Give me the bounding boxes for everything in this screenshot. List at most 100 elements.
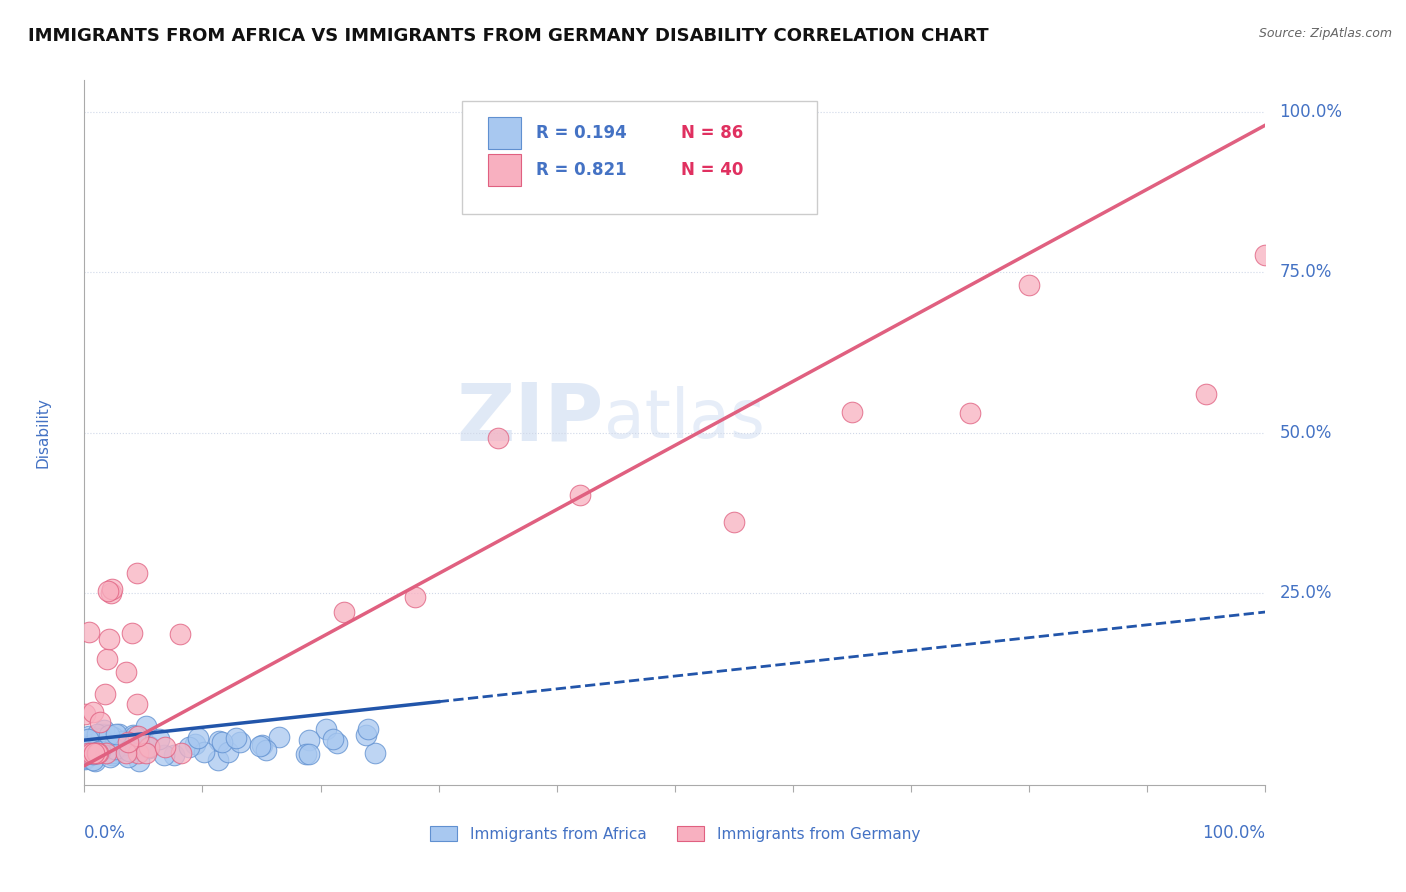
Point [100, 750, 122, 764]
Point [101, 747, 124, 762]
Point [83, 746, 105, 760]
Point [114, 665, 136, 679]
Point [404, 590, 426, 604]
Point [107, 727, 129, 741]
Point [87, 744, 110, 758]
Point [75, 751, 97, 765]
Point [322, 731, 344, 746]
Point [155, 740, 177, 755]
Text: 75.0%: 75.0% [1279, 263, 1331, 282]
Point [76, 732, 98, 747]
Point [93, 727, 115, 741]
Point [193, 745, 215, 759]
Point [82, 739, 104, 753]
Point [187, 731, 209, 745]
Point [75, 739, 97, 753]
Text: 50.0%: 50.0% [1279, 424, 1331, 442]
Point [82, 747, 104, 761]
Text: ZIP: ZIP [457, 379, 605, 458]
Point [89, 714, 111, 729]
Point [135, 746, 157, 760]
Text: 100.0%: 100.0% [1202, 823, 1265, 842]
Point [101, 582, 124, 597]
Point [73, 706, 96, 721]
Point [111, 735, 134, 749]
Point [132, 734, 155, 748]
Text: 100.0%: 100.0% [1279, 103, 1343, 121]
Point [86, 744, 108, 758]
Point [82, 753, 104, 767]
Point [207, 753, 229, 767]
Point [98, 742, 121, 756]
Point [169, 627, 191, 641]
Text: IMMIGRANTS FROM AFRICA VS IMMIGRANTS FROM GERMANY DISABILITY CORRELATION CHART: IMMIGRANTS FROM AFRICA VS IMMIGRANTS FRO… [28, 27, 988, 45]
Point [127, 744, 149, 758]
Point [326, 736, 349, 750]
Point [1018, 277, 1040, 292]
Text: 25.0%: 25.0% [1279, 583, 1331, 602]
Point [295, 747, 318, 762]
Point [100, 585, 122, 599]
Point [114, 746, 136, 760]
Point [83, 746, 105, 760]
Point [86, 732, 108, 747]
Point [153, 748, 176, 763]
Text: Source: ZipAtlas.com: Source: ZipAtlas.com [1258, 27, 1392, 40]
Point [128, 731, 150, 745]
Point [128, 754, 150, 768]
Point [208, 733, 231, 747]
FancyBboxPatch shape [488, 154, 522, 186]
Text: 0.0%: 0.0% [84, 823, 127, 842]
Point [90, 739, 112, 754]
Point [117, 734, 139, 748]
Point [82, 737, 104, 751]
Point [93, 739, 115, 753]
Point [75, 732, 97, 747]
Point [86, 739, 108, 754]
Point [90, 731, 112, 745]
Point [1195, 387, 1218, 401]
Point [89, 744, 111, 758]
Point [89, 736, 111, 750]
Point [101, 746, 124, 760]
Point [163, 748, 186, 763]
Point [117, 750, 139, 764]
Point [82, 706, 104, 720]
Point [486, 431, 509, 445]
Text: atlas: atlas [605, 385, 765, 451]
Point [77, 746, 100, 760]
Point [75, 752, 97, 766]
Point [110, 739, 132, 754]
Point [94, 687, 117, 701]
Point [124, 729, 146, 743]
Point [356, 722, 378, 736]
Point [138, 741, 160, 756]
Point [87, 746, 110, 760]
Point [77, 625, 100, 640]
Point [125, 566, 148, 580]
Point [75, 740, 97, 755]
Point [959, 406, 981, 420]
FancyBboxPatch shape [463, 102, 817, 214]
FancyBboxPatch shape [488, 117, 522, 149]
Point [120, 739, 142, 753]
Point [333, 606, 356, 620]
Point [179, 740, 201, 755]
Point [101, 731, 124, 745]
Point [107, 744, 129, 758]
Point [138, 739, 160, 754]
Text: R = 0.194: R = 0.194 [536, 124, 626, 142]
Point [249, 739, 271, 754]
Point [723, 515, 745, 529]
Point [96, 651, 118, 665]
Point [118, 744, 141, 758]
Point [97, 583, 120, 598]
Point [82, 745, 104, 759]
Point [125, 697, 148, 711]
Point [298, 747, 321, 761]
Point [217, 745, 239, 759]
Text: R = 0.821: R = 0.821 [536, 161, 626, 179]
Legend: Immigrants from Africa, Immigrants from Germany: Immigrants from Africa, Immigrants from … [423, 820, 927, 847]
Text: N = 86: N = 86 [681, 124, 742, 142]
Point [75, 747, 97, 762]
